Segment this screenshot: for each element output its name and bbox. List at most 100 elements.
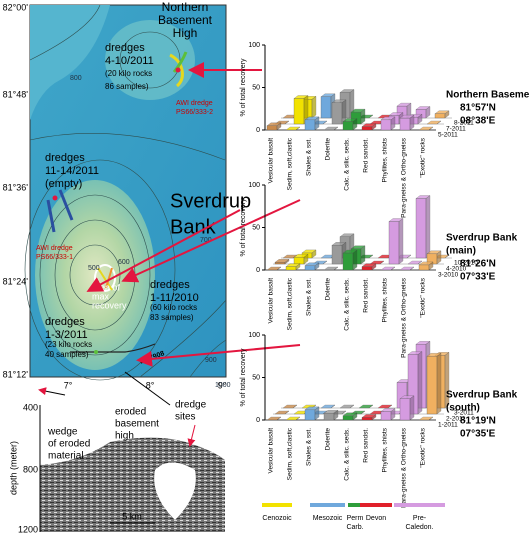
bar-front (293, 257, 305, 265)
bar-front (361, 417, 373, 421)
pointer (187, 424, 196, 447)
bar-side (436, 120, 442, 125)
series-label: 8-2011 (454, 120, 474, 127)
bar-side (276, 416, 282, 421)
legend-label: Devon (366, 515, 386, 522)
chart-lon: 08°38'E (460, 116, 496, 127)
arrow (86, 209, 241, 292)
map-label: 11-14/2011 (45, 165, 99, 177)
bar (339, 404, 355, 409)
bar-side (406, 254, 412, 259)
bar-front (426, 356, 438, 415)
map-label: 1-3/2011 (45, 329, 88, 341)
bar (380, 408, 396, 421)
x-tick-label: Shales & sst. (306, 278, 313, 316)
y-label: % of total recovery (240, 58, 247, 116)
bar-front (434, 113, 446, 119)
bar-side (276, 266, 282, 271)
bar-front (342, 121, 354, 131)
chart-lat: 81°26'N (460, 259, 496, 270)
bar (418, 261, 434, 271)
bar (323, 126, 339, 131)
bar-chart: 0 50 100 % of total recovery Vesicular basal… (240, 332, 518, 508)
bar-front (323, 413, 335, 421)
seismic-label: wedge (47, 427, 78, 438)
x-tick-label: "Exotic" rocks (420, 427, 427, 467)
bar-front (380, 411, 392, 421)
bar (361, 123, 377, 131)
bar-side (409, 114, 415, 131)
y-tick-label: 0 (256, 127, 260, 134)
map-label: Northern (162, 0, 209, 14)
bar-side (314, 116, 320, 131)
bar-side (368, 114, 374, 119)
bar (266, 416, 282, 421)
bar (323, 266, 339, 271)
bar (285, 126, 301, 131)
bar-front (304, 409, 316, 421)
charts: 0 50 100 % of total recovery Vesicular basal… (240, 42, 530, 508)
bar-front (361, 266, 373, 271)
series-label: 1-2011 (438, 422, 458, 429)
bar (361, 414, 377, 421)
map-label: PS66/333-1 (36, 254, 73, 261)
bar (361, 263, 377, 271)
chart-subtitle: (south) (446, 403, 480, 414)
bar-side (417, 113, 423, 125)
bar (388, 218, 404, 265)
shelf (30, 5, 110, 120)
bar-front (342, 252, 354, 271)
bar (407, 351, 423, 415)
scale-label: 5 km (122, 511, 142, 521)
bar-side (368, 254, 374, 259)
lon-label: 9° (218, 380, 227, 390)
bar-side (349, 404, 355, 409)
y-tick-label: 0 (256, 267, 260, 274)
seismic-label: basement (115, 419, 159, 430)
seismic-gap (154, 462, 196, 520)
bar-side (360, 410, 366, 415)
map-label: (empty) (45, 178, 82, 190)
pointer (124, 371, 171, 406)
map-label: Basement (158, 13, 213, 27)
bar-side (387, 404, 393, 409)
map-label: AWI dredge (176, 100, 213, 107)
bar-front (415, 198, 427, 259)
map-label: 86 samples) (105, 82, 149, 91)
bar (434, 110, 450, 119)
bar (342, 118, 358, 131)
bar-front (388, 221, 400, 265)
bar-side (436, 250, 442, 265)
bar-side (333, 126, 339, 131)
contour-label: 700 (200, 237, 212, 244)
bar-front (285, 266, 297, 271)
bar-side (330, 404, 336, 409)
x-tick-label: Shales & sst. (306, 428, 313, 466)
bar-side (444, 351, 450, 409)
bar (377, 404, 393, 409)
nbh-shoal (105, 20, 195, 100)
series-label: 5-2011 (438, 132, 458, 139)
arrows (86, 62, 301, 367)
bar-side (322, 120, 328, 125)
x-tick-label: Shales & sst. (306, 138, 313, 176)
bar-side (311, 249, 317, 259)
bar-front (304, 119, 316, 131)
y-tick-label: 100 (248, 182, 260, 189)
bar-side (360, 245, 366, 265)
bar (399, 114, 415, 131)
bar (342, 412, 358, 421)
bar-front (418, 264, 430, 271)
legend-label: Cenozoic (262, 515, 292, 522)
y-tick-label: 50 (252, 84, 260, 91)
map-label: 40 samples) (45, 350, 89, 359)
x-tick-label: Red sandst. (363, 138, 370, 173)
pointer (38, 387, 66, 396)
series-label: 10-2010 (454, 260, 478, 267)
bar-front (342, 415, 354, 421)
bar-side (390, 408, 396, 421)
bar-side (409, 266, 415, 271)
bar-side (368, 404, 374, 409)
y-label: % of total recovery (240, 198, 247, 256)
